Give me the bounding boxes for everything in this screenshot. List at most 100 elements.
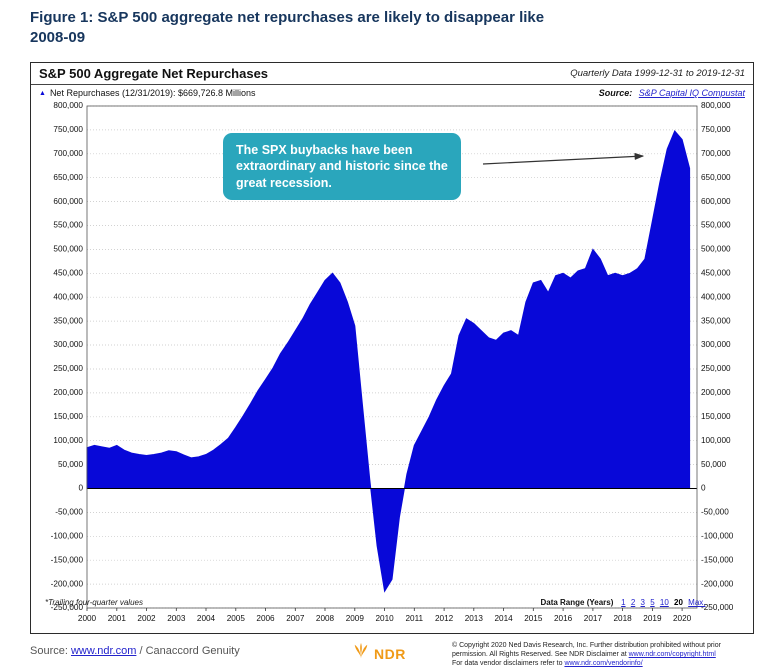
svg-text:2019: 2019 xyxy=(643,614,662,623)
data-range-selector: Data Range (Years) 1 2 3 5 10 20 Max. xyxy=(540,598,707,607)
chart-source-label: Source: xyxy=(598,88,633,98)
svg-text:150,000: 150,000 xyxy=(53,412,83,421)
svg-text:2014: 2014 xyxy=(494,614,513,623)
svg-text:700,000: 700,000 xyxy=(701,149,731,158)
data-range-option-2[interactable]: 2 xyxy=(630,598,636,607)
legend-label: Net Repurchases (12/31/2019): $669,726.8… xyxy=(49,88,256,98)
svg-text:500,000: 500,000 xyxy=(53,245,83,254)
ndr-logo-icon xyxy=(352,642,370,665)
data-range-option-20[interactable]: 20 xyxy=(674,598,683,607)
svg-text:450,000: 450,000 xyxy=(53,268,83,277)
svg-text:100,000: 100,000 xyxy=(701,436,731,445)
svg-text:-100,000: -100,000 xyxy=(701,531,734,540)
svg-text:0: 0 xyxy=(78,484,83,493)
svg-text:2011: 2011 xyxy=(405,614,423,623)
svg-text:2010: 2010 xyxy=(375,614,394,623)
svg-text:-50,000: -50,000 xyxy=(55,508,83,517)
period-label: Quarterly Data 1999-12-31 to 2019-12-31 xyxy=(570,68,745,79)
svg-text:2012: 2012 xyxy=(435,614,454,623)
svg-text:2017: 2017 xyxy=(584,614,603,623)
svg-text:600,000: 600,000 xyxy=(701,197,731,206)
data-range-option-3[interactable]: 3 xyxy=(640,598,645,607)
svg-text:2008: 2008 xyxy=(316,614,335,623)
svg-text:-50,000: -50,000 xyxy=(701,508,729,517)
footer-source-label: Source: xyxy=(30,645,68,657)
svg-text:350,000: 350,000 xyxy=(701,316,731,325)
chart-canvas: -250,000 -250,000 -200,000 -200,000 -150,000… xyxy=(31,101,753,636)
svg-text:2002: 2002 xyxy=(137,614,156,623)
footer-source: Source: www.ndr.com / Canaccord Genuity xyxy=(30,645,240,657)
svg-text:100,000: 100,000 xyxy=(53,436,83,445)
copyright-block: © Copyright 2020 Ned Davis Research, Inc… xyxy=(452,641,754,668)
data-range-option-5[interactable]: 5 xyxy=(650,598,655,607)
svg-text:2016: 2016 xyxy=(554,614,573,623)
svg-text:2018: 2018 xyxy=(613,614,632,623)
svg-text:700,000: 700,000 xyxy=(53,149,83,158)
data-range-option-1[interactable]: 1 xyxy=(621,598,626,607)
chart-header: S&P 500 Aggregate Net Repurchases Quarte… xyxy=(31,63,753,85)
svg-text:-100,000: -100,000 xyxy=(51,531,84,540)
svg-text:2004: 2004 xyxy=(197,614,216,623)
svg-text:250,000: 250,000 xyxy=(53,364,83,373)
ndr-logo: NDR xyxy=(352,642,406,665)
copyright-link-1[interactable]: www.ndr.com/copyright.html xyxy=(628,651,716,659)
copyright-line3: For data vendor disclaimers refer to xyxy=(452,660,565,668)
svg-text:200,000: 200,000 xyxy=(53,388,83,397)
footer-source-rest: / Canaccord Genuity xyxy=(139,645,240,657)
svg-text:650,000: 650,000 xyxy=(53,173,83,182)
svg-text:-200,000: -200,000 xyxy=(51,579,84,588)
svg-text:2007: 2007 xyxy=(286,614,305,623)
copyright-line2: permission. All Rights Reserved. See NDR… xyxy=(452,651,629,659)
chart-frame: S&P 500 Aggregate Net Repurchases Quarte… xyxy=(30,62,754,634)
legend-row: ▲ Net Repurchases (12/31/2019): $669,726… xyxy=(31,85,753,101)
svg-text:2005: 2005 xyxy=(227,614,246,623)
copyright-link-2[interactable]: www.ndr.com/vendorinfo/ xyxy=(564,660,643,668)
svg-text:0: 0 xyxy=(701,484,706,493)
figure-title-line2: 2008-09 xyxy=(30,28,86,46)
page-footer: Source: www.ndr.com / Canaccord Genuity … xyxy=(0,640,782,668)
svg-text:350,000: 350,000 xyxy=(53,316,83,325)
svg-text:2020: 2020 xyxy=(673,614,692,623)
chart-source-link[interactable]: S&P Capital IQ Compustat xyxy=(638,88,745,98)
footer-source-link[interactable]: www.ndr.com xyxy=(70,645,137,657)
svg-text:2003: 2003 xyxy=(167,614,186,623)
svg-text:200,000: 200,000 xyxy=(701,388,731,397)
svg-text:2001: 2001 xyxy=(108,614,127,623)
svg-text:400,000: 400,000 xyxy=(53,292,83,301)
svg-text:-250,000: -250,000 xyxy=(701,603,734,612)
svg-text:800,000: 800,000 xyxy=(53,101,83,110)
svg-text:450,000: 450,000 xyxy=(701,268,731,277)
svg-text:300,000: 300,000 xyxy=(701,340,731,349)
figure-title-line1: Figure 1: S&P 500 aggregate net repurcha… xyxy=(30,9,545,26)
figure-title: Figure 1: S&P 500 aggregate net repurcha… xyxy=(30,8,630,47)
svg-text:2013: 2013 xyxy=(465,614,484,623)
svg-text:600,000: 600,000 xyxy=(53,197,83,206)
svg-text:550,000: 550,000 xyxy=(53,221,83,230)
svg-text:2015: 2015 xyxy=(524,614,543,623)
svg-text:800,000: 800,000 xyxy=(701,101,731,110)
chart-title: S&P 500 Aggregate Net Repurchases xyxy=(39,66,269,81)
svg-text:300,000: 300,000 xyxy=(53,340,83,349)
svg-text:150,000: 150,000 xyxy=(701,412,731,421)
svg-text:50,000: 50,000 xyxy=(701,460,726,469)
data-range-option-max[interactable]: Max. xyxy=(688,598,706,607)
chart-footnote: *Trailing four-quarter values xyxy=(45,598,143,607)
svg-text:500,000: 500,000 xyxy=(701,245,731,254)
data-range-label: Data Range (Years) xyxy=(540,598,614,607)
ndr-logo-text: NDR xyxy=(374,645,406,662)
svg-text:400,000: 400,000 xyxy=(701,292,731,301)
svg-text:2009: 2009 xyxy=(346,614,365,623)
legend-marker-icon: ▲ xyxy=(39,89,46,97)
svg-text:2000: 2000 xyxy=(78,614,97,623)
callout-annotation: The SPX buybacks have been extraordinary… xyxy=(223,133,461,200)
svg-text:550,000: 550,000 xyxy=(701,221,731,230)
svg-text:750,000: 750,000 xyxy=(701,125,731,134)
svg-text:-150,000: -150,000 xyxy=(701,555,734,564)
plot-area: -250,000 -250,000 -200,000 -200,000 -150,000… xyxy=(31,101,753,631)
svg-text:2006: 2006 xyxy=(256,614,275,623)
svg-text:650,000: 650,000 xyxy=(701,173,731,182)
copyright-line1: © Copyright 2020 Ned Davis Research, Inc… xyxy=(452,642,721,649)
svg-text:750,000: 750,000 xyxy=(53,125,83,134)
svg-text:-200,000: -200,000 xyxy=(701,579,734,588)
data-range-option-10[interactable]: 10 xyxy=(659,598,669,607)
